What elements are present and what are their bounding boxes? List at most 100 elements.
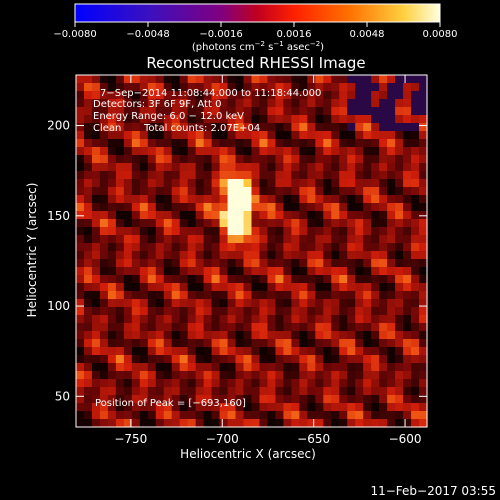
heatmap-cell — [363, 355, 372, 364]
heatmap-cell — [115, 259, 125, 268]
heatmap-cell — [211, 195, 221, 204]
heatmap-cell — [307, 395, 316, 404]
heatmap-cell — [76, 227, 85, 236]
heatmap-cell — [219, 123, 229, 132]
heatmap-cell — [315, 195, 324, 204]
heatmap-cell — [395, 163, 404, 172]
heatmap-cell — [83, 91, 93, 100]
heatmap-cell — [219, 291, 229, 300]
heatmap-cell — [195, 307, 205, 316]
heatmap-cell — [187, 355, 197, 364]
plot-frame — [75, 74, 428, 428]
heatmap-cell — [131, 355, 141, 364]
heatmap-cell — [131, 75, 141, 84]
heatmap-cell — [139, 371, 149, 380]
heatmap-cell — [203, 251, 213, 260]
heatmap-cell — [411, 107, 420, 116]
heatmap-cell — [363, 259, 372, 268]
heatmap-cell — [331, 403, 340, 412]
heatmap-cell — [179, 243, 189, 252]
heatmap-cell — [235, 163, 245, 172]
heatmap-cell — [211, 107, 221, 116]
heatmap-cell — [291, 267, 300, 276]
heatmap-cell — [259, 195, 269, 204]
x-axis-label: Heliocentric X (arcsec) — [180, 447, 316, 461]
heatmap-cell — [251, 339, 261, 348]
heatmap-cell — [355, 147, 364, 156]
heatmap-cell — [347, 307, 356, 316]
heatmap-cell — [363, 371, 372, 380]
heatmap-cell — [76, 75, 85, 84]
heatmap-cell — [331, 267, 340, 276]
heatmap-cell — [363, 403, 372, 412]
heatmap-cell — [211, 395, 221, 404]
heatmap-cell — [387, 251, 396, 260]
heatmap-cell — [339, 371, 348, 380]
heatmap-cell — [275, 211, 285, 220]
heatmap-cell — [315, 411, 324, 420]
heatmap-cell — [275, 283, 285, 292]
heatmap-cell — [227, 299, 237, 308]
heatmap-cell — [243, 203, 253, 212]
heatmap-cell — [171, 347, 181, 356]
heatmap-cell — [339, 131, 348, 140]
heatmap-cell — [283, 323, 292, 332]
heatmap-cell — [355, 139, 364, 148]
heatmap-cell — [235, 355, 245, 364]
heatmap-cell — [147, 419, 157, 428]
heatmap-cell — [107, 107, 117, 116]
heatmap-cell — [147, 99, 157, 108]
heatmap-cell — [171, 227, 181, 236]
heatmap-cell — [99, 299, 109, 308]
heatmap-cell — [147, 259, 157, 268]
heatmap-cell — [187, 347, 197, 356]
heatmap-cell — [371, 115, 380, 124]
heatmap-cell — [291, 347, 300, 356]
heatmap-cell — [379, 227, 388, 236]
heatmap-cell — [243, 275, 253, 284]
heatmap-cell — [123, 339, 133, 348]
heatmap-cell — [76, 131, 85, 140]
heatmap-cell — [275, 307, 285, 316]
heatmap-cell — [187, 379, 197, 388]
heatmap-cell — [283, 355, 292, 364]
heatmap-cell — [179, 107, 189, 116]
heatmap-cell — [107, 387, 117, 396]
heatmap-cell — [419, 75, 428, 84]
heatmap-cell — [283, 171, 292, 180]
heatmap-cell — [371, 315, 380, 324]
heatmap-cell — [339, 283, 348, 292]
heatmap-cell — [147, 347, 157, 356]
heatmap-cell — [123, 219, 133, 228]
heatmap-cell — [267, 235, 277, 244]
heatmap-cell — [99, 219, 109, 228]
heatmap-cell — [299, 275, 308, 284]
heatmap-cell — [371, 131, 380, 140]
heatmap-cell — [299, 219, 308, 228]
heatmap-cell — [83, 123, 93, 132]
heatmap-cell — [203, 107, 213, 116]
heatmap-cell — [131, 323, 141, 332]
heatmap-cell — [275, 347, 285, 356]
heatmap-cell — [371, 323, 380, 332]
heatmap-cell — [315, 155, 324, 164]
heatmap-cell — [267, 147, 277, 156]
heatmap-cell — [419, 195, 428, 204]
heatmap-cell — [371, 403, 380, 412]
heatmap-cell — [107, 219, 117, 228]
heatmap-cell — [163, 211, 173, 220]
heatmap-cell — [99, 235, 109, 244]
heatmap-cell — [323, 75, 332, 84]
heatmap-cell — [395, 355, 404, 364]
heatmap-cell — [139, 155, 149, 164]
heatmap-cell — [379, 307, 388, 316]
heatmap-cell — [243, 363, 253, 372]
heatmap-cell — [187, 179, 197, 188]
heatmap-cell — [179, 163, 189, 172]
heatmap-cell — [115, 347, 125, 356]
heatmap-cell — [187, 307, 197, 316]
heatmap-cell — [131, 115, 141, 124]
heatmap-cell — [363, 387, 372, 396]
heatmap-cell — [203, 403, 213, 412]
heatmap-cell — [195, 99, 205, 108]
